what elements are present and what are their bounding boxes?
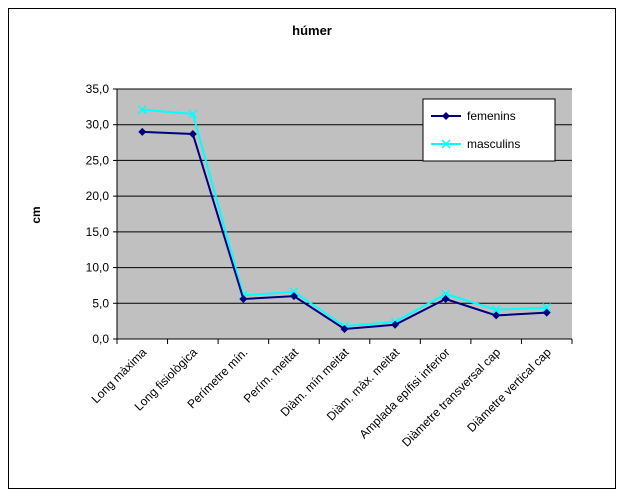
data-point-femenins <box>188 130 197 138</box>
legend-marker-femenins <box>442 112 450 120</box>
y-tick-label: 0,0 <box>92 332 109 346</box>
data-point-femenins <box>289 292 298 301</box>
x-tick-label: Amplada epífisi inferior <box>357 345 453 441</box>
y-tick-label: 35,0 <box>86 82 110 96</box>
data-point-masculins <box>188 109 198 119</box>
series-femenins <box>138 127 551 333</box>
x-tick-label: Diàmetre vertical cap <box>464 345 554 435</box>
data-point-femenins <box>239 295 248 303</box>
y-axis-label: cm <box>29 206 43 223</box>
legend-label-masculins: masculins <box>467 137 520 151</box>
data-point-masculins <box>441 289 451 299</box>
legend-marker-masculins <box>441 139 451 149</box>
y-tick-label: 10,0 <box>86 261 110 275</box>
y-tick-label: 5,0 <box>92 296 109 310</box>
legend: femenins masculins <box>422 98 556 162</box>
legend-label-femenins: femenins <box>467 109 516 123</box>
data-point-masculins <box>542 303 552 313</box>
axes <box>113 88 573 344</box>
data-point-masculins <box>137 105 147 115</box>
series-layer <box>137 105 552 333</box>
y-tick-label: 25,0 <box>86 153 110 167</box>
data-point-femenins <box>391 320 400 329</box>
y-tick-label: 30,0 <box>86 118 110 132</box>
data-point-femenins <box>340 325 349 333</box>
data-point-femenins <box>492 311 501 320</box>
y-tick-label: 20,0 <box>86 189 110 203</box>
data-point-femenins <box>138 127 147 136</box>
data-point-femenins <box>542 308 551 317</box>
x-tick-label: Diàmetre transversal cap <box>399 345 503 449</box>
data-point-masculins <box>289 287 299 297</box>
data-point-masculins <box>491 305 501 315</box>
y-tick-label: 15,0 <box>86 225 110 239</box>
chart-title: húmer <box>292 23 332 38</box>
legend-box <box>422 98 556 162</box>
data-point-femenins <box>441 295 450 303</box>
